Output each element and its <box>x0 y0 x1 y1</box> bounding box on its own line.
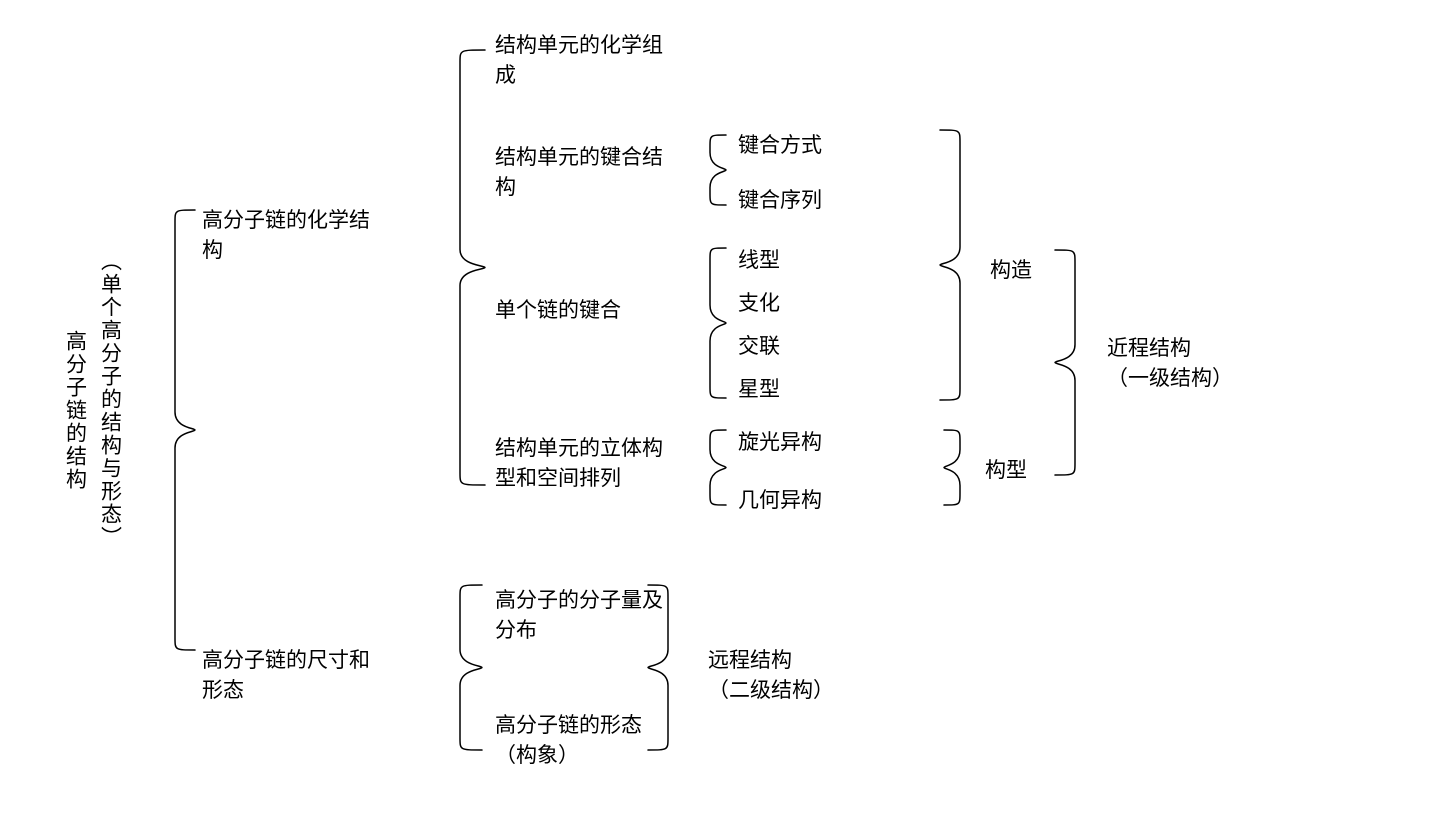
right-final-bot: 远程结构 （二级结构） <box>708 645 834 706</box>
brace-l1b <box>460 585 482 750</box>
hierarchy-diagram: 高分子链的结构 （单个高分子的结构与形态） 高分子链的化学结 构 高分子链的尺寸… <box>50 30 1390 790</box>
node-l3a2-2: 键合序列 <box>738 185 822 215</box>
node-l2a2: 结构单元的键合结 构 <box>495 142 695 203</box>
brace-r_gouxing <box>944 430 960 505</box>
node-l3a3-2: 支化 <box>738 288 780 318</box>
brace-l2a3 <box>710 248 726 398</box>
node-l3a3-3: 交联 <box>738 331 780 361</box>
node-l3a4-2: 几何异构 <box>738 485 822 515</box>
node-l3a3-4: 星型 <box>738 374 780 404</box>
brace-r_gouzu <box>940 130 960 400</box>
node-l3a3-1: 线型 <box>738 245 780 275</box>
node-l2a3: 单个链的键合 <box>495 295 695 325</box>
node-l2b1: 高分子的分子量及 分布 <box>495 585 695 646</box>
right-final-top: 近程结构 （一级结构） <box>1107 333 1233 394</box>
node-l2a1: 结构单元的化学组 成 <box>495 30 695 91</box>
node-l2b2: 高分子链的形态 （构象） <box>495 710 695 771</box>
brace-r_final_top <box>1055 250 1075 475</box>
brace-root <box>175 210 195 650</box>
root-main-label: 高分子链的结构 <box>60 330 90 491</box>
node-l1a: 高分子链的化学结 构 <box>202 205 402 266</box>
brace-l2a2 <box>710 135 726 205</box>
node-l1b: 高分子链的尺寸和 形态 <box>202 645 402 706</box>
right-label-gouzao: 构造 <box>990 255 1032 285</box>
node-l3a2-1: 键合方式 <box>738 130 822 160</box>
root-sub-label: （单个高分子的结构与形态） <box>95 250 125 549</box>
brace-l1a <box>460 50 485 485</box>
node-l3a4-1: 旋光异构 <box>738 427 822 457</box>
right-label-gouxing: 构型 <box>985 455 1027 485</box>
brace-l2a4 <box>710 430 726 505</box>
node-l2a4: 结构单元的立体构 型和空间排列 <box>495 433 695 494</box>
